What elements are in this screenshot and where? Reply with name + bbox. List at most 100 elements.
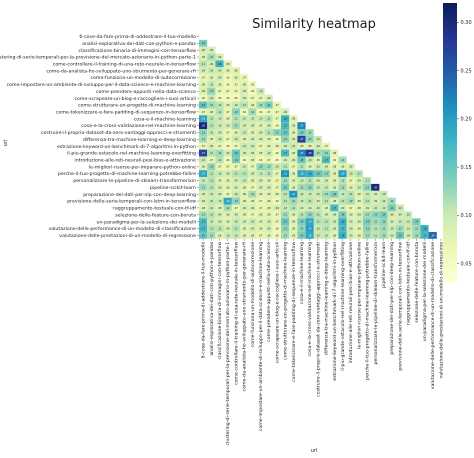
cell-value-label: .11 — [300, 166, 304, 169]
cell-value-label: .10 — [316, 207, 320, 210]
cell-value-label: .12 — [259, 104, 263, 107]
heatmap-cell — [231, 74, 240, 82]
cell-value-label: .10 — [373, 207, 377, 210]
cell-value-label: .08 — [291, 227, 295, 230]
cell-value-label: .10 — [390, 227, 394, 230]
cell-value-label: .27 — [300, 138, 304, 141]
cell-value-label: .14 — [382, 214, 386, 217]
cell-value-label: .06 — [201, 97, 205, 100]
heatmap-cell — [231, 94, 240, 102]
heatmap-cell — [223, 231, 232, 239]
cell-value-label: .11 — [209, 186, 213, 189]
cell-value-label: .08 — [218, 83, 222, 86]
y-tick-label: raggruppamento-testuale-con-tf-idf — [113, 206, 196, 212]
heatmap-cell — [305, 183, 314, 191]
cell-value-label: .08 — [275, 145, 279, 148]
heatmap-cell — [297, 170, 306, 178]
heatmap-cell — [240, 142, 249, 150]
cell-value-label: .12 — [234, 125, 238, 128]
heatmap-cell — [272, 108, 281, 116]
cell-value-label: .10 — [218, 200, 222, 203]
cell-value-label: .12 — [226, 207, 230, 210]
heatmap-cell — [231, 211, 240, 219]
y-tick-label: 6-cose-da-fare-prima-di-addestrare-il-tu… — [79, 34, 196, 40]
cell-value-label: .07 — [226, 138, 230, 141]
cell-value-label: .06 — [226, 97, 230, 100]
heatmap-cell — [207, 115, 216, 123]
cell-value-label: .10 — [365, 193, 369, 196]
heatmap-cell — [322, 204, 331, 212]
cell-value-label: .09 — [201, 49, 205, 52]
heatmap-cell — [354, 225, 363, 232]
cell-value-label: .07 — [275, 173, 279, 176]
heatmap-cell — [346, 163, 355, 171]
cell-value-label: .08 — [226, 179, 230, 182]
cell-value-label: .13 — [324, 152, 328, 155]
heatmap-cell — [289, 177, 298, 184]
cell-value-label: .11 — [209, 125, 213, 128]
cell-value-label: .06 — [275, 200, 279, 203]
cell-value-label: .10 — [250, 118, 254, 121]
heatmap-cell — [387, 211, 396, 219]
heatmap-cell — [231, 231, 240, 239]
cell-value-label: .08 — [324, 207, 328, 210]
cell-value-label: .11 — [209, 173, 213, 176]
heatmap-cell — [313, 211, 322, 219]
heatmap-cell — [264, 163, 273, 171]
heatmap-cell — [305, 218, 314, 226]
cell-value-label: .10 — [242, 131, 246, 134]
heatmap-cell — [240, 197, 249, 205]
cell-value-label: .08 — [275, 193, 279, 196]
heatmap-cell — [338, 197, 347, 205]
cell-value-label: .07 — [218, 166, 222, 169]
heatmap-cell — [248, 94, 257, 102]
cell-value-label: .08 — [332, 234, 336, 237]
cell-value-label: .08 — [332, 173, 336, 176]
cell-value-label: .10 — [218, 118, 222, 121]
heatmap-cell — [256, 87, 265, 95]
cell-value-label: .10 — [234, 221, 238, 224]
heatmap-cell — [215, 170, 224, 178]
heatmap-cell — [297, 190, 306, 198]
heatmap-cell — [199, 53, 208, 61]
x-tick-label: perche-il-tuo-progetto-di-machine-learni… — [365, 242, 371, 380]
cell-value-label: .10 — [201, 179, 205, 182]
cell-value-label: .07 — [275, 221, 279, 224]
cell-value-label: .10 — [308, 193, 312, 196]
cell-value-label: .09 — [218, 70, 222, 73]
heatmap-cell — [289, 204, 298, 212]
heatmap-cell — [387, 218, 396, 226]
cell-value-label: .07 — [324, 145, 328, 148]
heatmap-cell — [272, 190, 281, 198]
cell-value-label: .12 — [365, 234, 369, 237]
heatmap-cell — [387, 231, 396, 239]
heatmap-cell — [297, 231, 306, 239]
heatmap-cell — [199, 142, 208, 150]
cell-value-label: .19 — [308, 221, 312, 224]
heatmap-cell — [223, 197, 232, 205]
heatmap-cell — [207, 211, 216, 219]
cell-value-label: .08 — [291, 131, 295, 134]
heatmap-cell — [354, 231, 363, 239]
heatmap-cell — [297, 163, 306, 171]
cell-value-label: .11 — [234, 118, 238, 121]
heatmap-cell — [231, 87, 240, 95]
heatmap-cell — [223, 190, 232, 198]
heatmap-cell — [272, 183, 281, 191]
cell-value-label: .10 — [242, 166, 246, 169]
cell-value-label: .12 — [316, 152, 320, 155]
cell-value-label: .07 — [259, 234, 263, 237]
cell-value-label: .11 — [209, 214, 213, 217]
cell-value-label: .09 — [234, 186, 238, 189]
cell-value-label: .08 — [291, 186, 295, 189]
heatmap-cell — [346, 225, 355, 232]
cell-value-label: .06 — [259, 159, 263, 162]
heatmap-cell — [207, 101, 216, 109]
cell-value-label: .08 — [250, 179, 254, 182]
colorbar-gradient — [443, 3, 457, 283]
heatmap-cell — [371, 204, 380, 212]
heatmap-cell — [289, 129, 298, 136]
heatmap-cell — [412, 225, 421, 232]
heatmap-cell — [223, 156, 232, 164]
cell-value-label: .10 — [398, 207, 402, 210]
